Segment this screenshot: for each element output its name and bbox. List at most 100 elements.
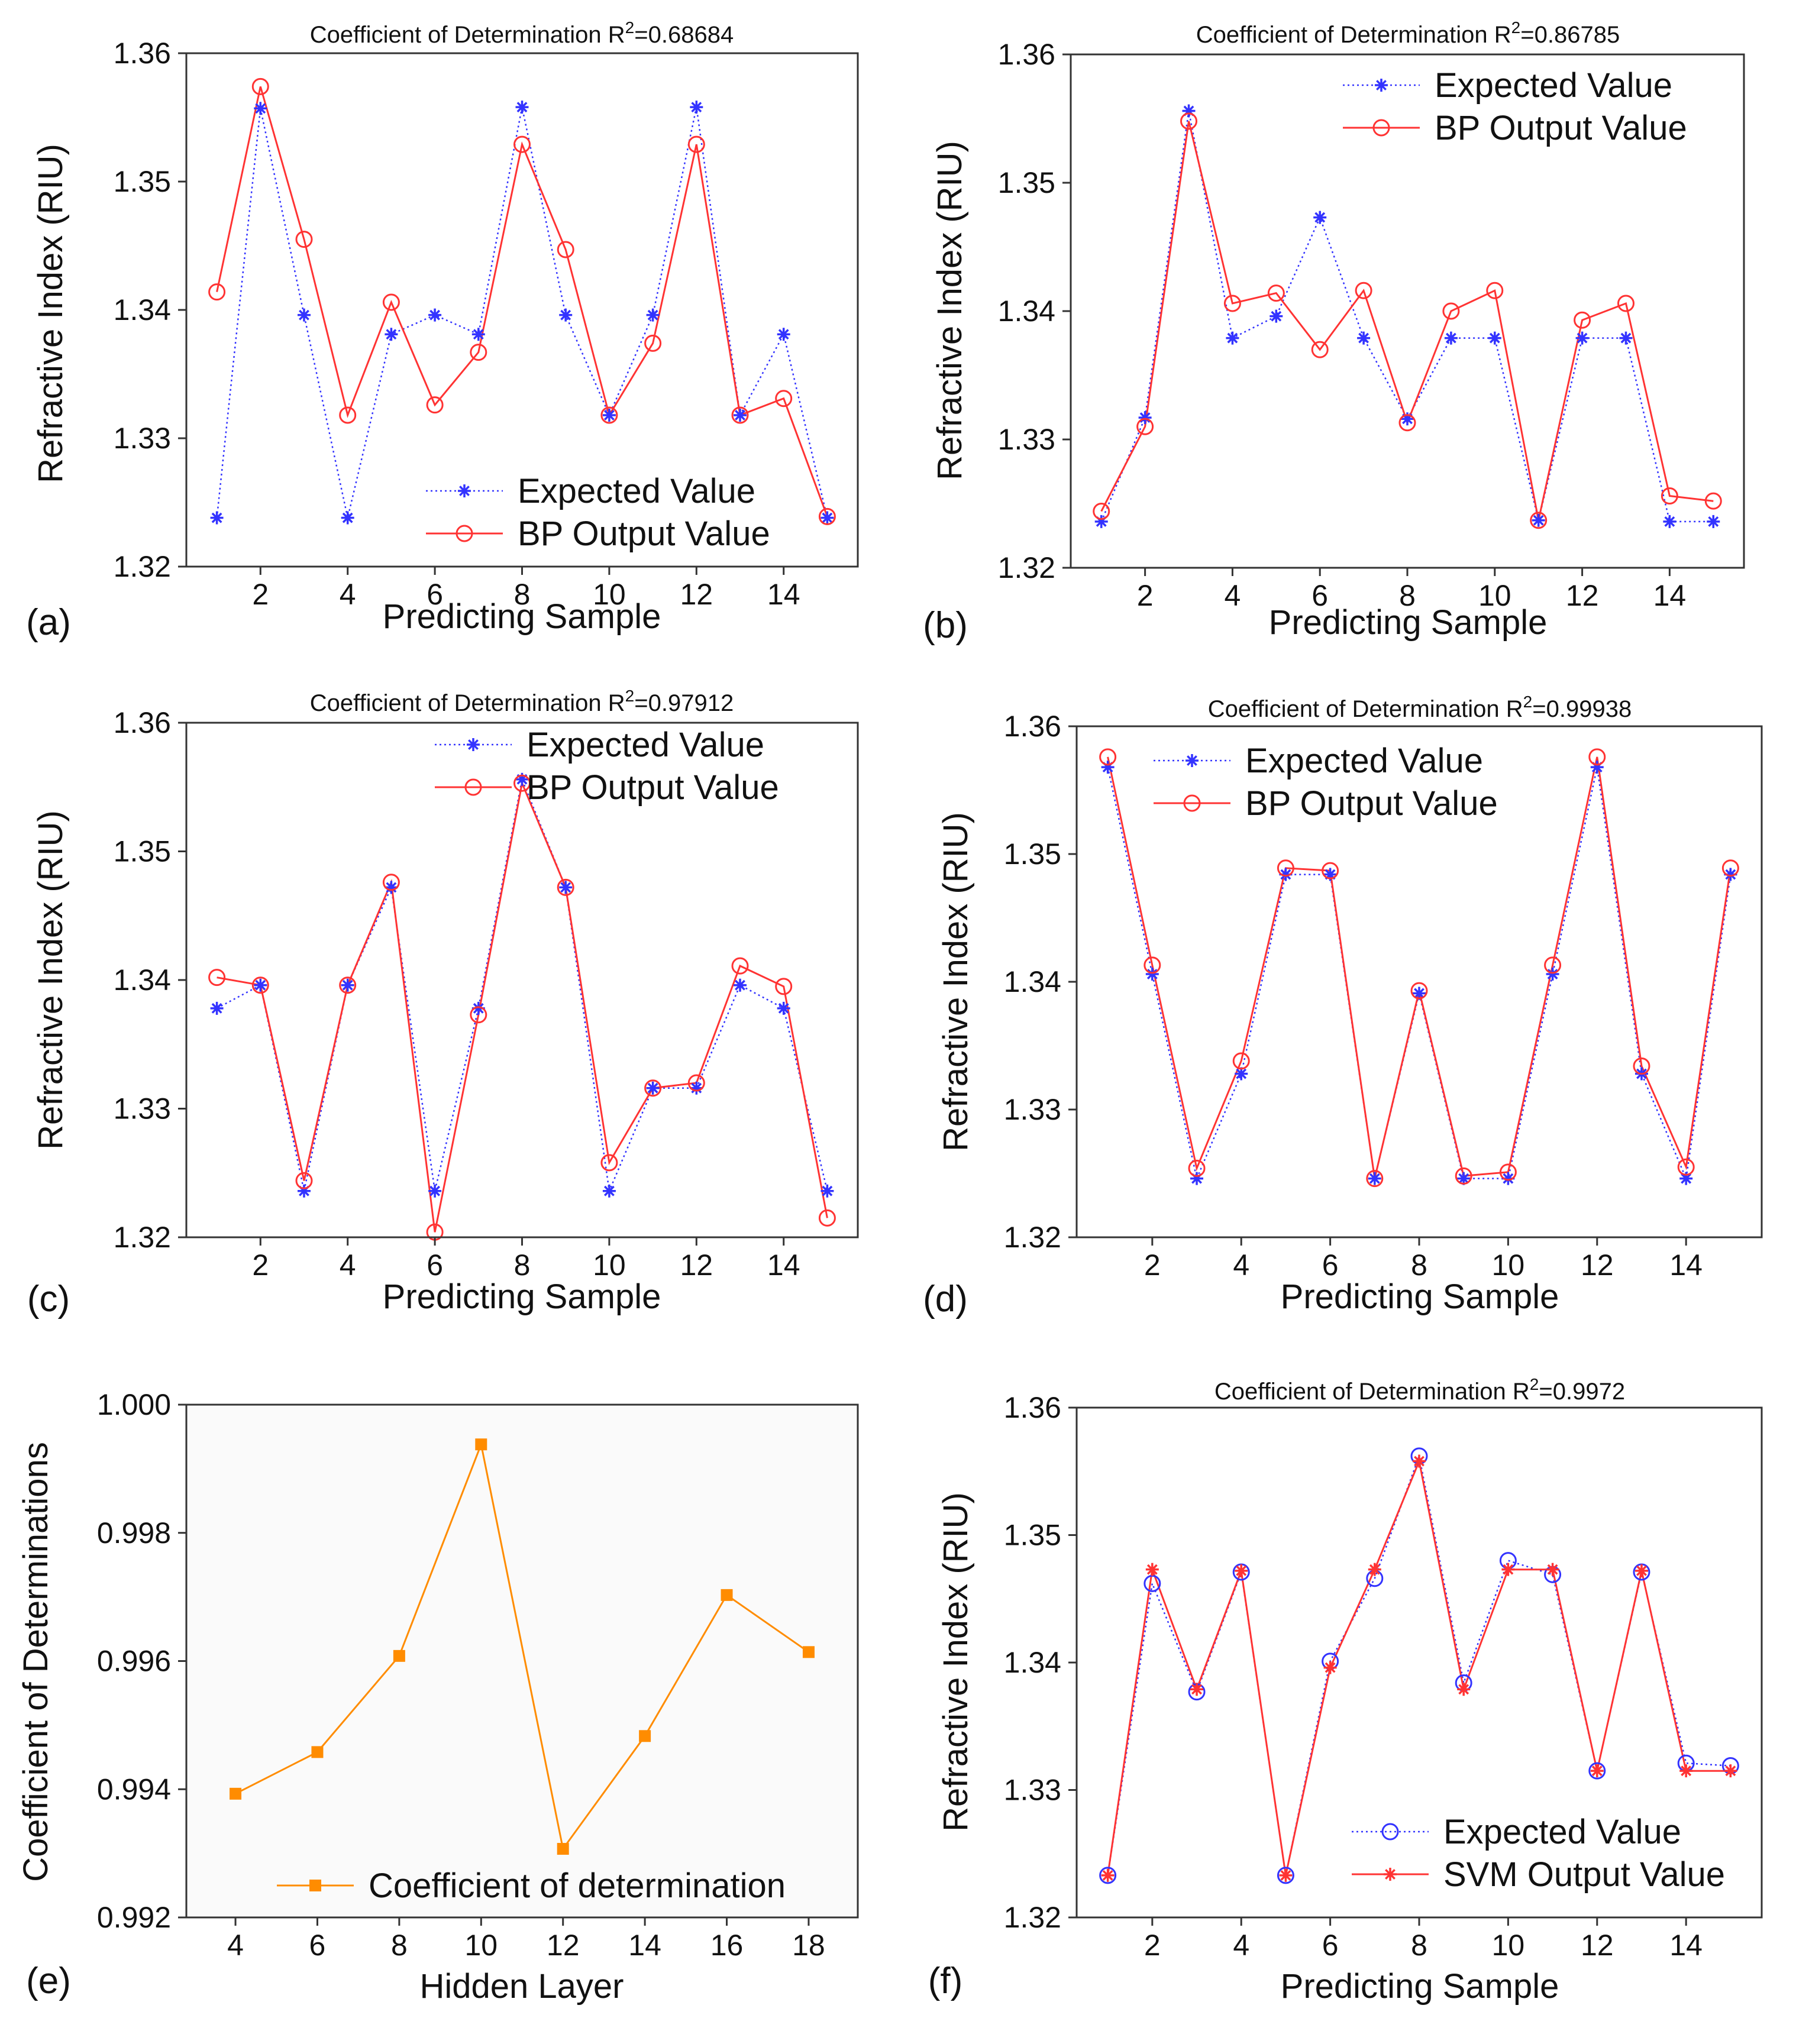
x-tick-label-0: 4 [227,1929,244,1962]
x-axis-title: Predicting Sample [383,597,661,636]
y-tick-label-1: 1.33 [114,422,171,455]
y-tick-label-4: 1.36 [1004,710,1061,743]
x-axis-title: Hidden Layer [420,1967,624,2006]
data-point-s1-8 [557,241,574,258]
data-point-s0-0 [1101,761,1115,774]
data-point-s1-10 [1544,956,1562,974]
y-tick-label-2: 1.34 [114,963,171,997]
data-point-s1-1 [1136,418,1154,435]
y-axis-title: Coefficient of Determinations [17,1442,55,1882]
data-point-s0-7 [802,1646,815,1658]
data-point-s1-14 [1721,859,1739,877]
data-point-s0-0 [230,1787,242,1800]
data-point-s0-11 [690,101,703,114]
data-point-s0-6 [471,1001,485,1015]
data-point-s1-3 [1223,295,1241,312]
data-point-s0-10 [646,1081,660,1095]
y-tick-label-4: 1.36 [114,37,171,70]
legend-marker-0 [1381,1823,1399,1841]
x-tick-label-1: 4 [340,1249,356,1282]
y-axis-title: Refractive Index (RIU) [931,141,969,480]
data-point-s1-1 [1145,1563,1159,1576]
x-axis-title: Predicting Sample [383,1278,661,1316]
chart-d: 2 4 6 8 10 12 14 1.32 1.33 1.34 1.35 1.36 Coefficien… [923,693,1763,1319]
x-tick-label-6: 14 [1669,1929,1703,1962]
data-point-s0-3 [1226,331,1239,345]
legend-marker-1 [1183,794,1201,812]
y-axis-title: Refractive Index (RIU) [936,812,975,1152]
x-tick-label-1: 6 [309,1929,326,1962]
data-point-s1-13 [1661,487,1678,504]
y-tick-label-1: 1.33 [114,1092,171,1126]
legend-label-0: Coefficient of determination [369,1867,786,1905]
data-point-s1-8 [557,878,574,896]
data-point-s1-11 [687,1074,705,1092]
data-point-s0-8 [1457,1172,1471,1185]
x-tick-label-6: 14 [767,1249,800,1282]
data-point-s1-2 [295,1172,313,1189]
plot-area [1071,54,1744,568]
chart-a: 2 4 6 8 10 12 14 1.32 1.33 1.34 1.35 1.36 Coefficien… [26,18,859,643]
x-axis-title: Predicting Sample [1281,1278,1559,1316]
data-point-s1-7 [1410,982,1428,1000]
data-point-s1-2 [1190,1683,1204,1696]
legend-marker-0 [467,738,480,751]
x-tick-label-0: 2 [1137,579,1154,612]
chart-b: 2 4 6 8 10 12 14 1.32 1.33 1.34 1.35 1.36 Coefficien… [923,18,1745,646]
data-point-s1-11 [1588,748,1606,766]
y-tick-label-4: 1.36 [1004,1391,1061,1424]
x-tick-label-2: 6 [427,1249,443,1282]
data-point-s0-10 [1532,513,1545,527]
data-point-s0-7 [1413,987,1426,1000]
data-point-s1-9 [1499,1163,1517,1181]
data-point-s0-5 [428,1184,442,1198]
data-point-s1-5 [1311,341,1329,358]
x-tick-label-5: 12 [1581,1249,1614,1282]
data-point-s1-9 [600,1154,618,1172]
data-point-s1-10 [644,334,662,352]
data-point-s0-9 [1488,331,1501,345]
chart-e: 4 6 8 10 12 14 16 18 0.992 0.994 0.996 0.998 1.000 Hi… [17,1388,859,2006]
data-point-s0-4 [557,1843,569,1855]
data-point-s1-4 [1279,1868,1293,1882]
data-point-s0-4 [1279,868,1293,881]
legend-label-0: Expected Value [518,472,755,510]
data-point-s0-5 [1313,211,1327,224]
y-tick-label-3: 0.998 [97,1516,171,1550]
panel-label: (e) [26,1961,71,2001]
x-tick-label-6: 14 [1653,579,1687,612]
x-axis-title: Predicting Sample [1281,1967,1559,2006]
x-tick-label-3: 8 [514,578,531,611]
data-point-s1-8 [1457,1683,1471,1696]
y-tick-label-1: 1.33 [1004,1774,1061,1807]
data-point-s0-5 [1323,868,1337,881]
data-point-s0-2 [393,1650,405,1662]
panel-c: 2 4 6 8 10 12 14 1.32 1.33 1.34 1.35 1.36 Coefficien… [0,681,898,1363]
x-tick-label-3: 8 [514,1249,531,1282]
data-point-s1-1 [251,77,269,95]
data-point-s0-4 [385,881,398,894]
y-tick-label-0: 1.32 [114,1221,171,1254]
x-tick-label-4: 12 [547,1929,580,1962]
x-tick-label-2: 6 [427,578,443,611]
data-point-s1-4 [1267,284,1285,302]
data-point-s1-2 [1180,112,1198,130]
data-point-s1-11 [687,135,705,153]
data-point-s1-14 [1704,492,1722,510]
data-point-s1-12 [1617,295,1635,312]
data-point-s1-14 [818,507,836,525]
x-tick-label-3: 10 [464,1929,498,1962]
panel-d: 2 4 6 8 10 12 14 1.32 1.33 1.34 1.35 1.36 Coefficien… [898,681,1796,1363]
y-tick-label-3: 1.35 [998,166,1055,199]
x-axis-title: Predicting Sample [1269,603,1548,642]
chart-title: Coefficient of Determination R2=0.97912 [310,687,734,716]
y-axis-title: Refractive Index (RIU) [31,810,70,1150]
data-point-s1-1 [1144,956,1161,974]
y-tick-label-1: 1.33 [998,423,1055,456]
plot-area [186,53,858,567]
data-point-s0-6 [471,328,485,341]
data-point-s0-12 [1619,331,1633,345]
data-point-s1-7 [513,135,531,153]
data-point-s0-5 [428,308,442,322]
data-point-s0-14 [821,511,834,525]
